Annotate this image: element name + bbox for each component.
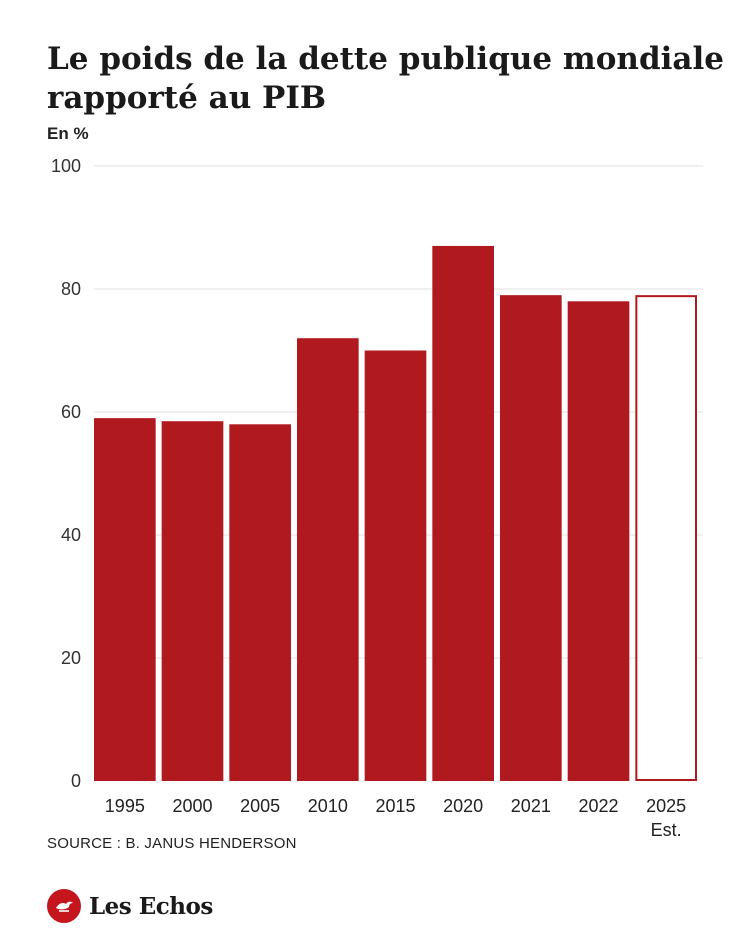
y-tick-label: 100 (51, 156, 81, 176)
y-tick-label: 20 (61, 648, 81, 668)
unit-label: En % (47, 124, 89, 143)
source-note: SOURCE : B. JANUS HENDERSON (47, 835, 297, 852)
y-tick-label: 40 (61, 525, 81, 545)
x-tick-label: 2000 (172, 796, 212, 816)
x-axis-labels: 1995 2000 2005 2010 2015 2020 2021 2022 2025 Est. (105, 796, 686, 840)
y-tick-label: 0 (71, 771, 81, 791)
bar-2015 (364, 350, 427, 781)
bar-2022 (567, 301, 630, 781)
bar-2000 (161, 421, 224, 781)
brand-logo: Les Echos (47, 888, 213, 924)
x-tick-label: 2005 (240, 796, 280, 816)
x-tick-label: 2021 (511, 796, 551, 816)
x-tick-label: 2015 (375, 796, 415, 816)
echos-logo-icon (47, 889, 81, 923)
y-tick-label: 60 (61, 402, 81, 422)
y-axis-ticks: 0 20 40 60 80 100 (51, 156, 81, 791)
bar-2025 (635, 295, 697, 781)
x-tick-label: 2020 (443, 796, 483, 816)
x-tick-sublabel: Est. (651, 820, 682, 840)
bar-2010 (297, 338, 359, 781)
bar-2021 (500, 295, 562, 781)
bars (94, 245, 697, 781)
chart-title: Le poids de la dette publique mondiale r… (47, 41, 724, 116)
x-tick-label: 2022 (578, 796, 618, 816)
bar-2005 (229, 424, 291, 781)
x-tick-label: 2025 (646, 796, 686, 816)
x-tick-label: 1995 (105, 796, 145, 816)
y-tick-label: 80 (61, 279, 81, 299)
bar-chart: 0 20 40 60 80 100 1995 2000 2005 2010 2015 2020 202… (51, 156, 703, 840)
bar-1995 (94, 418, 156, 781)
bar-2020 (432, 245, 494, 781)
brand-name: Les Echos (89, 892, 213, 920)
x-tick-label: 2010 (308, 796, 348, 816)
